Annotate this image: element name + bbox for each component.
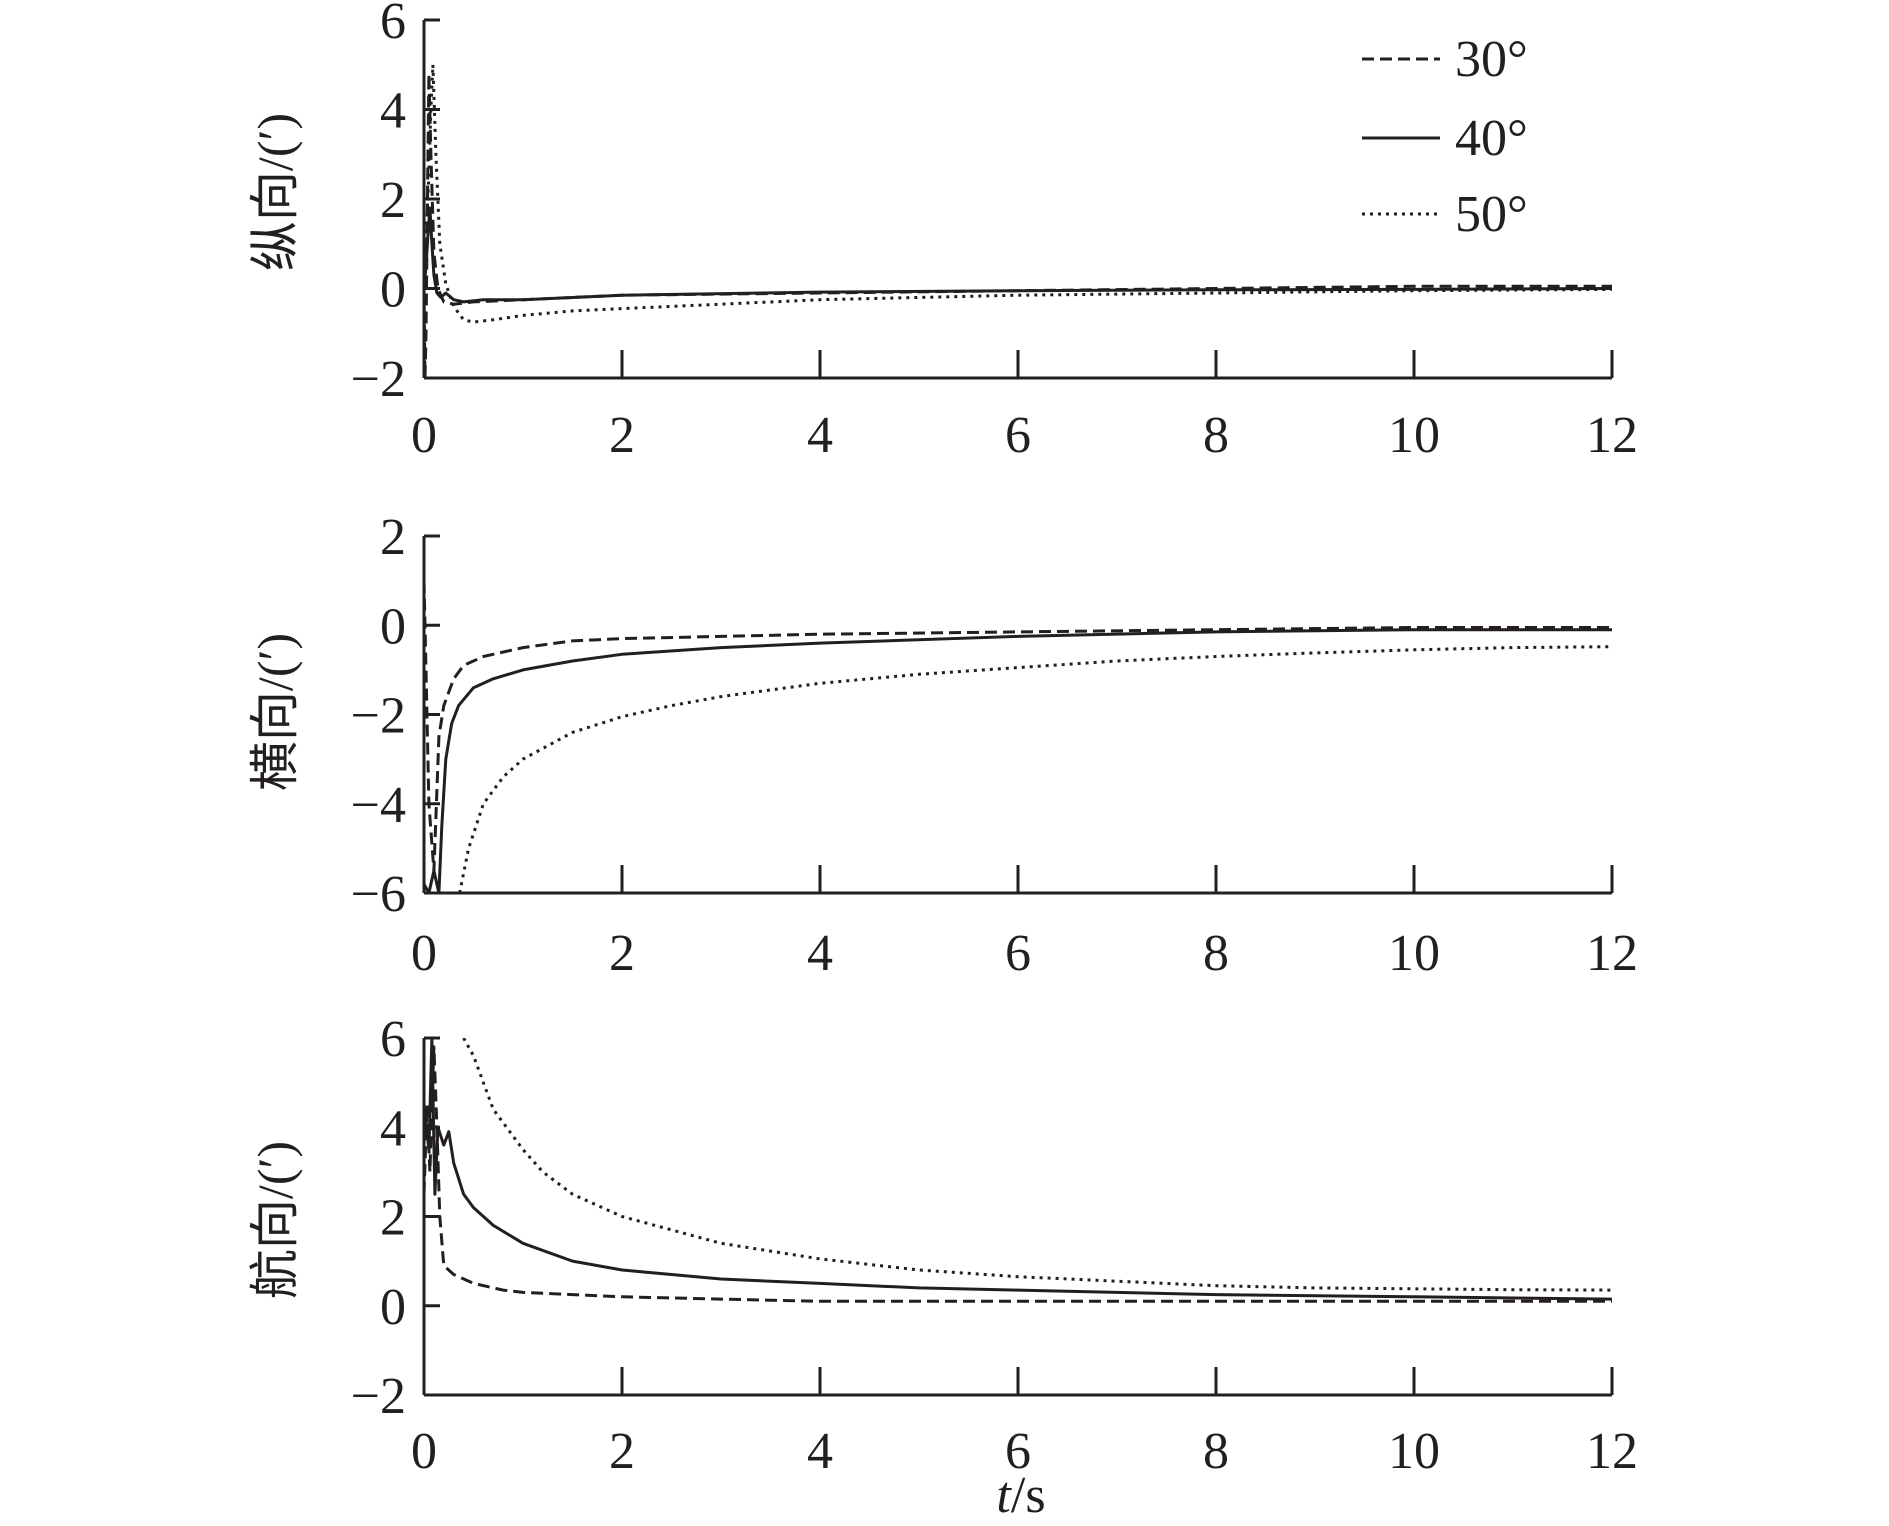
y-tick-label: 4: [380, 83, 406, 140]
x-tick-label: 12: [1586, 407, 1638, 464]
y-tick-label: 4: [380, 1100, 406, 1157]
y-tick-label: 0: [380, 262, 406, 319]
y-axis-title: 横向/(′): [247, 633, 303, 791]
y-tick-label: −2: [351, 1368, 406, 1425]
legend-item-40: 40°: [1362, 110, 1528, 167]
x-tick-label: 10: [1388, 925, 1440, 982]
x-tick-label: 10: [1388, 1423, 1440, 1480]
x-axis-title-symbol: t: [996, 1467, 1012, 1524]
x-tick-label: 4: [807, 407, 833, 464]
x-tick-label: 2: [609, 925, 635, 982]
x-tick-label: 10: [1388, 407, 1440, 464]
y-tick-label: −6: [351, 866, 406, 923]
series-50-line: [462, 1038, 1613, 1292]
y-tick-label: 6: [380, 0, 406, 50]
x-tick-label: 2: [609, 407, 635, 464]
series-30-line: [422, 580, 1612, 873]
series-40-line: [422, 628, 1612, 895]
y-axis-title: 航向/(′): [247, 1141, 303, 1299]
x-tick-label: 8: [1203, 1423, 1229, 1480]
y-tick-label: 0: [380, 598, 406, 655]
series-40-line: [422, 1038, 1613, 1301]
x-tick-label: 12: [1586, 1423, 1638, 1480]
series-50-line: [422, 63, 1613, 324]
y-tick-label: −2: [351, 351, 406, 408]
x-tick-label: 6: [1005, 1423, 1031, 1480]
panel-lateral: 0 2 4 6 8 10 12 −6 −4 −2 0 2 横向/(′): [247, 509, 1638, 982]
series-40-line: [422, 206, 1613, 304]
x-tick-label: 2: [609, 1423, 635, 1480]
x-axis-title: t/s: [996, 1467, 1045, 1524]
x-tick-label: 0: [411, 407, 437, 464]
legend-item-30: 30°: [1362, 31, 1528, 88]
x-tick-label: 4: [807, 1423, 833, 1480]
x-tick-label: 8: [1203, 407, 1229, 464]
y-tick-label: −4: [351, 777, 406, 834]
x-tick-label: 0: [411, 925, 437, 982]
x-tick-label: 8: [1203, 925, 1229, 982]
series-30-line: [422, 72, 1612, 380]
x-tick-label: 6: [1005, 925, 1031, 982]
series-30-line: [422, 1045, 1612, 1303]
x-tick-label: 4: [807, 925, 833, 982]
legend: 30° 40° 50°: [1362, 31, 1528, 243]
x-axis-title-unit: /s: [1011, 1467, 1046, 1524]
y-tick-label: 2: [380, 509, 406, 566]
y-tick-label: 6: [380, 1011, 406, 1068]
x-tick-label: 0: [411, 1423, 437, 1480]
y-axis-title: 纵向/(′): [247, 113, 303, 271]
legend-item-50: 50°: [1362, 186, 1528, 243]
x-tick-label: 6: [1005, 407, 1031, 464]
legend-label-30: 30°: [1455, 31, 1528, 88]
legend-label-50: 50°: [1455, 186, 1528, 243]
legend-label-40: 40°: [1455, 110, 1528, 167]
y-tick-label: 2: [380, 1190, 406, 1247]
series-50-line: [458, 645, 1613, 894]
x-tick-label: 12: [1586, 925, 1638, 982]
y-tick-label: 0: [380, 1279, 406, 1336]
y-tick-label: −2: [351, 688, 406, 745]
y-tick-label: 2: [380, 172, 406, 229]
